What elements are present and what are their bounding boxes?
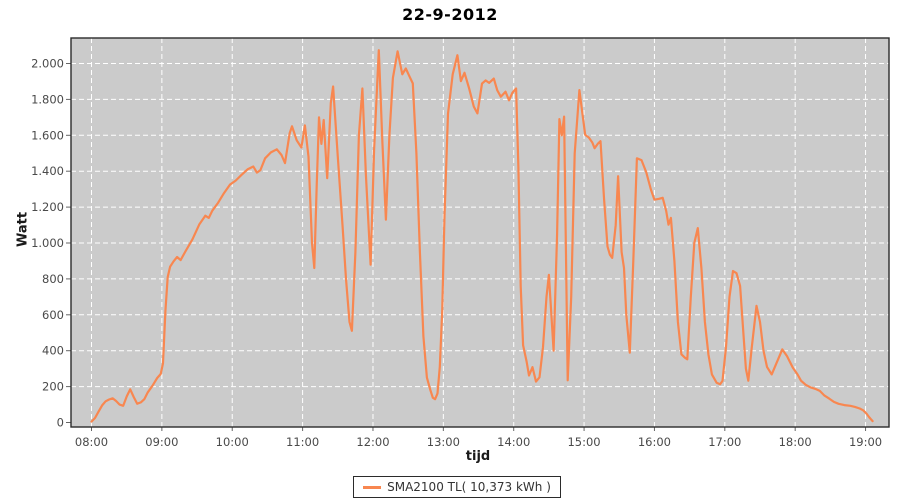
y-tick-label: 600 — [42, 308, 64, 322]
y-tick-label: 1.800 — [31, 92, 64, 106]
legend: SMA2100 TL( 10,373 kWh ) — [0, 476, 900, 498]
y-tick-label: 1.200 — [31, 200, 64, 214]
x-axis-title: tijd — [465, 449, 491, 464]
x-tick-label: 09:00 — [145, 435, 178, 449]
y-tick-label: 1.000 — [31, 236, 64, 250]
x-tick-label: 11:00 — [286, 435, 319, 449]
y-tick-label: 800 — [42, 272, 64, 286]
x-tick-label: 19:00 — [849, 435, 882, 449]
y-tick-label: 1.400 — [31, 164, 64, 178]
plot-border — [70, 37, 890, 428]
x-tick-label: 14:00 — [497, 435, 530, 449]
y-tick-label: 200 — [42, 380, 64, 394]
series-line — [90, 49, 874, 423]
x-tick-label: 08:00 — [75, 435, 108, 449]
legend-line-swatch — [363, 485, 382, 489]
x-tick-label: 15:00 — [567, 435, 600, 449]
legend-box: SMA2100 TL( 10,373 kWh ) — [353, 476, 561, 498]
y-axis-title: Watt — [15, 211, 31, 248]
x-tick-label: 17:00 — [708, 435, 741, 449]
chart-title: 22-9-2012 — [402, 5, 498, 24]
x-tick-label: 13:00 — [427, 435, 460, 449]
x-tick-label: 12:00 — [356, 435, 389, 449]
y-tick-label: 400 — [42, 344, 64, 358]
x-tick-label: 10:00 — [216, 435, 249, 449]
y-tick-label: 0 — [57, 416, 64, 430]
legend-label: SMA2100 TL( 10,373 kWh ) — [387, 480, 551, 494]
y-tick-label: 2.000 — [31, 57, 64, 71]
x-tick-label: 18:00 — [779, 435, 812, 449]
y-tick-label: 1.600 — [31, 128, 64, 142]
x-tick-label: 16:00 — [638, 435, 671, 449]
